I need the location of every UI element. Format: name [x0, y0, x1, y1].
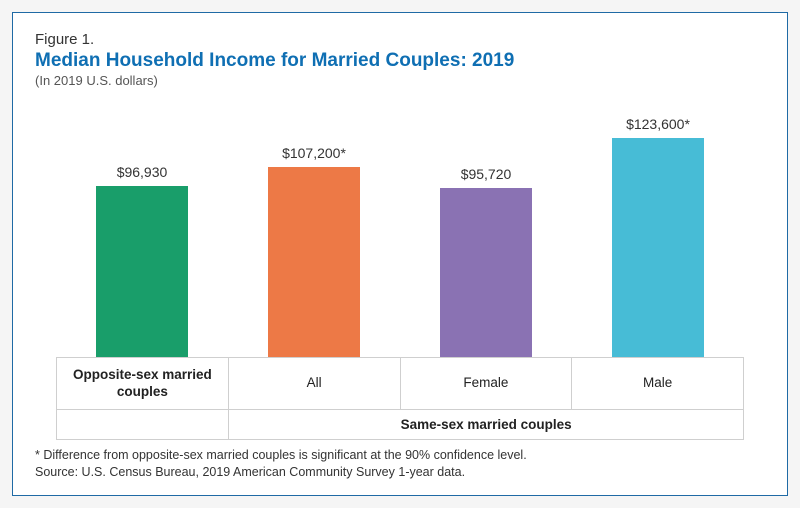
x-axis-group-label: Same-sex married couples	[228, 410, 744, 440]
x-axis-group-row: Same-sex married couples	[56, 410, 744, 440]
x-axis-category-label: Female	[400, 358, 572, 410]
footnotes: * Difference from opposite-sex married c…	[35, 447, 765, 481]
bar	[612, 138, 704, 357]
bar	[268, 167, 360, 357]
footnote-significance: * Difference from opposite-sex married c…	[35, 447, 765, 464]
chart-area: $96,930 $107,200* $95,720 $123,600* Opposit…	[56, 98, 744, 440]
bar-value-label: $96,930	[117, 164, 168, 180]
chart-subtitle: (In 2019 U.S. dollars)	[35, 73, 765, 88]
chart-title: Median Household Income for Married Coup…	[35, 50, 765, 72]
bar-slot: $123,600*	[572, 98, 744, 357]
x-axis-category-label: Opposite-sex married couples	[56, 358, 228, 410]
bar-value-label: $95,720	[461, 166, 512, 182]
x-axis-group-label	[56, 410, 228, 440]
footnote-source: Source: U.S. Census Bureau, 2019 America…	[35, 464, 765, 481]
bar-value-label: $107,200*	[282, 145, 346, 161]
x-axis-category-label: All	[228, 358, 400, 410]
bar-slot: $96,930	[56, 98, 228, 357]
bar-slot: $107,200*	[228, 98, 400, 357]
figure-panel: Figure 1. Median Household Income for Ma…	[12, 12, 788, 496]
bar-value-label: $123,600*	[626, 116, 690, 132]
bar	[96, 186, 188, 357]
x-axis-category-row: Opposite-sex married couplesAllFemaleMal…	[56, 358, 744, 410]
figure-label: Figure 1.	[35, 31, 765, 48]
bar-slot: $95,720	[400, 98, 572, 357]
bar	[440, 188, 532, 357]
bars-row: $96,930 $107,200* $95,720 $123,600*	[56, 98, 744, 358]
x-axis-category-label: Male	[571, 358, 744, 410]
